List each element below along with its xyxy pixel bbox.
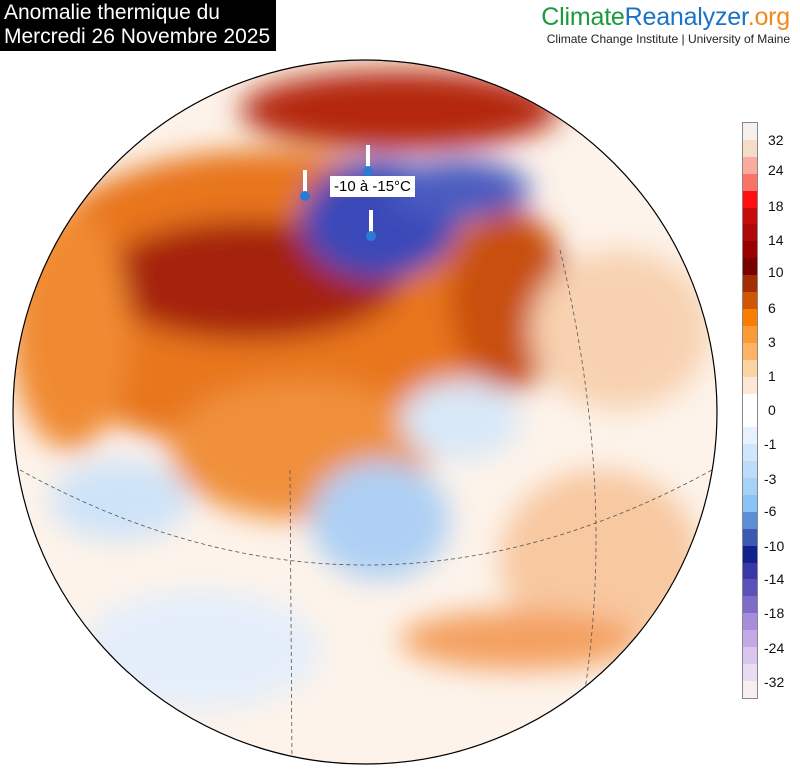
thermometer-pin-icon <box>363 145 373 176</box>
legend-swatch <box>743 190 757 208</box>
graticule <box>19 249 713 764</box>
legend-swatch <box>743 511 757 529</box>
legend-tick: 14 <box>768 232 784 248</box>
legend-swatch <box>743 427 757 445</box>
legend-swatch <box>743 410 757 428</box>
legend-swatch <box>743 173 757 191</box>
legend-tick: 6 <box>768 300 776 316</box>
legend-swatch <box>743 376 757 394</box>
legend-tick: 10 <box>768 264 784 280</box>
legend-swatch <box>743 325 757 343</box>
legend-tick: -32 <box>764 674 785 690</box>
logo-part-climate: Climate <box>541 3 625 31</box>
legend-tick: 32 <box>768 132 784 148</box>
legend-swatch <box>743 207 757 225</box>
legend-swatch <box>743 292 757 309</box>
legend-swatch <box>743 528 757 546</box>
legend-tick: -6 <box>764 503 777 519</box>
legend-swatch <box>743 494 757 512</box>
logo-part-org: .org <box>747 3 790 31</box>
legend-swatch <box>743 224 757 242</box>
legend-tick: 24 <box>768 162 784 178</box>
legend-swatch <box>743 545 757 563</box>
color-scale-legend <box>742 122 758 699</box>
legend-swatch <box>743 342 757 360</box>
legend-swatch <box>743 647 757 664</box>
legend-swatch <box>743 613 757 631</box>
legend-swatch <box>743 156 757 174</box>
legend-tick: 18 <box>768 198 784 214</box>
legend-swatch <box>743 139 757 157</box>
legend-swatch <box>743 241 757 259</box>
legend-swatch <box>743 359 757 377</box>
legend-tick: 1 <box>768 368 776 384</box>
title-line-2: Mercredi 26 Novembre 2025 <box>4 25 271 48</box>
legend-swatch <box>743 478 757 495</box>
logo-part-reanalyzer: Reanalyzer <box>624 3 748 31</box>
climate-reanalyzer-logo[interactable]: ClimateReanalyzer.org Climate Change Ins… <box>541 2 790 46</box>
anomaly-annotation-label: -10 à -15°C <box>330 176 415 197</box>
map-title: Anomalie thermique du Mercredi 26 Novemb… <box>0 0 277 51</box>
legend-swatch <box>743 579 757 597</box>
thermometer-pin-icon <box>366 210 376 241</box>
legend-tick: -14 <box>764 571 785 587</box>
legend-swatch <box>743 562 757 580</box>
legend-swatch <box>743 680 757 698</box>
thermometer-pin-icon <box>300 170 310 201</box>
legend-swatch <box>743 630 757 648</box>
legend-swatch <box>743 393 757 411</box>
legend-swatch <box>743 258 757 276</box>
legend-tick: -1 <box>764 436 777 452</box>
legend-tick-labels: 32 24 18 14 10 6 3 1 0 -1 -3 -6 -10 -14 -18 -24 -32 <box>764 122 800 697</box>
legend-tick: -10 <box>764 538 785 554</box>
legend-tick: -18 <box>764 605 785 621</box>
legend-swatch <box>743 275 757 293</box>
legend-tick: -3 <box>764 471 777 487</box>
legend-tick: -24 <box>764 640 785 656</box>
legend-swatch <box>743 444 757 462</box>
legend-swatch <box>743 596 757 614</box>
legend-tick: 0 <box>768 402 776 418</box>
logo-subtitle: Climate Change Institute | University of… <box>546 32 790 46</box>
legend-swatch <box>743 308 757 326</box>
legend-swatch <box>743 461 757 479</box>
legend-swatch <box>743 123 757 140</box>
legend-tick: 3 <box>768 334 776 350</box>
title-line-1: Anomalie thermique du <box>4 1 220 24</box>
legend-swatch <box>743 664 757 681</box>
